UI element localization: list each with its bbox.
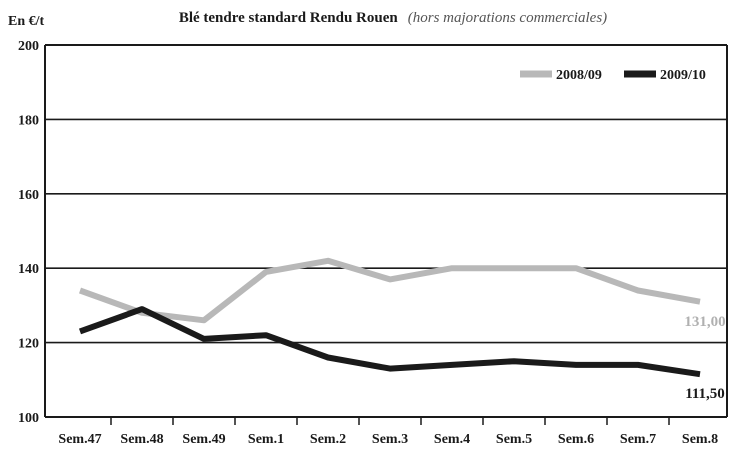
end-labels: 131,00 111,50 xyxy=(684,314,725,402)
chart-title-main: Blé tendre standard Rendu Rouen xyxy=(179,10,399,26)
y-tick-label: 140 xyxy=(18,262,39,277)
chart-title: Blé tendre standard Rendu Rouen (hors ma… xyxy=(179,9,607,26)
y-tick-label: 160 xyxy=(18,188,39,203)
y-tick-label: 200 xyxy=(18,39,39,54)
end-value-label: 131,00 xyxy=(684,314,725,330)
x-tick-label: Sem.4 xyxy=(434,432,470,447)
end-value-label: 111,50 xyxy=(685,386,725,402)
x-tick-labels: Sem.47 Sem.48 Sem.49 Sem.1 Sem.2 Sem.3 Sem.4 Se… xyxy=(58,417,718,447)
x-tick-label: Sem.6 xyxy=(558,432,594,447)
legend-label: 2009/10 xyxy=(660,68,706,83)
x-tick-label: Sem.3 xyxy=(372,432,408,447)
chart-subtitle: (hors majorations commerciales) xyxy=(408,10,607,26)
x-tick-label: Sem.49 xyxy=(182,432,225,447)
x-tick-label: Sem.48 xyxy=(120,432,163,447)
x-tick-label: Sem.8 xyxy=(682,432,718,447)
y-tick-label: 120 xyxy=(18,337,39,352)
x-tick-label: Sem.1 xyxy=(248,432,284,447)
x-tick-label: Sem.2 xyxy=(310,432,346,447)
legend: 2008/09 2009/10 xyxy=(520,68,706,83)
series-lines xyxy=(78,257,701,378)
legend-label: 2008/09 xyxy=(556,68,602,83)
series-line-2009-10 xyxy=(78,306,701,378)
y-tick-label: 100 xyxy=(18,411,39,426)
gridlines xyxy=(44,44,728,418)
x-tick-label: Sem.7 xyxy=(620,432,656,447)
series-line-2008-09 xyxy=(78,257,701,324)
x-tick-label: Sem.47 xyxy=(58,432,101,447)
x-tick-label: Sem.5 xyxy=(496,432,532,447)
y-tick-label: 180 xyxy=(18,113,39,128)
y-tick-labels: 100 120 140 160 180 200 xyxy=(18,39,39,426)
y-axis-label: En €/t xyxy=(8,14,45,29)
